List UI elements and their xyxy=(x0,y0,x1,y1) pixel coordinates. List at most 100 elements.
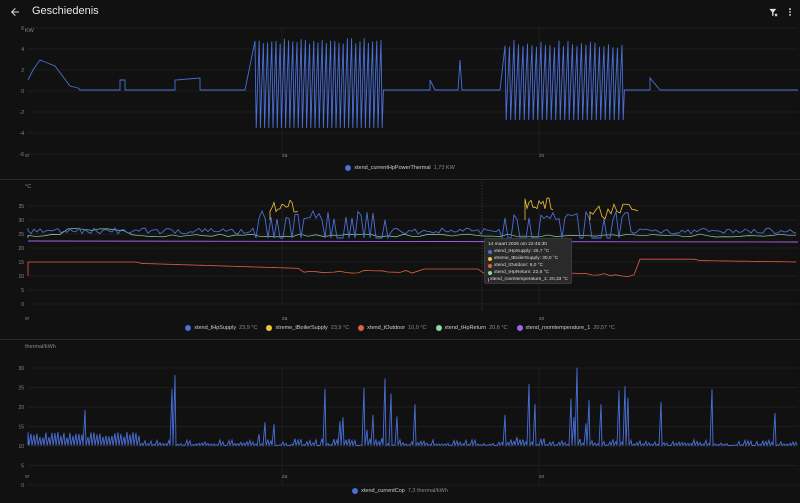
y-tick-label: 35 xyxy=(18,204,24,210)
legend-chart2: xtend_tHpSupply 23,9 °C xtreme_tBoilerSup… xyxy=(0,323,800,333)
legend-name: xtend_tHpReturn xyxy=(444,325,487,331)
series-line-hpreturn xyxy=(27,228,797,238)
legend-dot xyxy=(266,325,273,331)
tooltip-label: xtend_tOutdoor: 6,0 °C xyxy=(494,263,544,268)
tooltip-row: xtreme_tBoilerSupply: 30,0 °C xyxy=(488,255,568,262)
legend-name: xtreme_tBoilerSupply xyxy=(275,325,328,331)
divider xyxy=(0,179,800,180)
tooltip-row: xtend_tHpSupply: 25,7 °C xyxy=(488,248,568,255)
series-line-power xyxy=(27,38,798,129)
chart-card-cop: thermal/kWh 30 25 20 15 10 5 0 vr za zo xyxy=(0,340,800,489)
y-tick-label: -6 xyxy=(20,152,25,158)
x-tick-vr: vr xyxy=(25,153,30,159)
chart-tooltip: 14 maart 2026 om 22:45:30 xtend_tHpSuppl… xyxy=(484,238,572,284)
x-tick-zo: zo xyxy=(539,316,545,322)
legend-dot xyxy=(358,325,365,331)
legend-item[interactable]: xtend_currentCop 7,3 thermal/kWh xyxy=(352,488,448,494)
y-tick-label: -2 xyxy=(20,110,25,116)
legend-item[interactable]: xtend_tOutdoor 10,0 °C xyxy=(358,325,427,331)
chart-card-temperatures: °C 35 30 25 20 15 10 5 0 vr za zo xyxy=(0,180,800,340)
y-unit-label: thermal/kWh xyxy=(25,344,56,350)
legend-item[interactable]: xtend_currentHpPowerThermal 1,73 KW xyxy=(345,165,455,171)
y-tick-label: 30 xyxy=(18,218,24,224)
filter-remove-button[interactable] xyxy=(764,3,782,21)
legend-dot xyxy=(185,325,192,331)
y-tick-label: 15 xyxy=(18,424,24,430)
legend-name: xtend_currentCop xyxy=(361,488,405,494)
tooltip-row: xtend_tOutdoor: 6,0 °C xyxy=(488,262,568,269)
legend-value: 1,73 KW xyxy=(433,165,455,171)
legend-value: 23,9 °C xyxy=(330,325,350,331)
arrow-left-icon xyxy=(11,8,19,16)
cop-chart[interactable]: thermal/kWh 30 25 20 15 10 5 0 vr za zo xyxy=(0,340,800,489)
legend-value: 20,57 °C xyxy=(593,325,615,331)
x-tick-za: za xyxy=(282,316,288,322)
legend-item[interactable]: xtreme_tBoilerSupply 23,9 °C xyxy=(266,325,349,331)
y-tick-label: 4 xyxy=(21,47,24,53)
y-unit-label: KW xyxy=(25,28,35,34)
y-tick-label: 10 xyxy=(18,274,24,280)
tooltip-label: xtend_roomtemperature_1: 20,33 °C xyxy=(490,277,568,282)
y-tick-label: 0 xyxy=(21,89,24,95)
legend-dot xyxy=(435,325,442,331)
series-line-roomtemp xyxy=(27,240,799,243)
legend-dot xyxy=(345,165,352,171)
y-tick-label: 5 xyxy=(21,463,24,469)
chart-card-power-thermal: KW 6 4 2 0 -2 -4 -6 vr za zo xyxy=(0,24,800,178)
overflow-menu-button[interactable] xyxy=(782,3,798,21)
y-tick-label: 25 xyxy=(18,385,24,391)
legend-dot xyxy=(516,325,523,331)
app-header: Geschiedenis xyxy=(0,0,800,24)
x-tick-zo: zo xyxy=(539,153,545,159)
y-tick-label: 15 xyxy=(18,260,24,266)
tooltip-dot xyxy=(488,263,492,268)
y-tick-label: -4 xyxy=(20,131,25,137)
filter-remove-icon xyxy=(768,8,777,16)
tooltip-dot xyxy=(488,270,492,275)
y-unit-label: °C xyxy=(25,184,31,190)
legend-value: 20,6 °C xyxy=(489,325,508,331)
x-tick-za: za xyxy=(282,153,288,159)
y-tick-label: 0 xyxy=(21,302,24,308)
page-title: Geschiedenis xyxy=(32,5,99,17)
y-tick-label: 10 xyxy=(18,444,24,450)
legend-name: xtend_currentHpPowerThermal xyxy=(354,165,431,171)
legend-name: xtend_tOutdoor xyxy=(367,325,406,331)
legend-name: xtend_roomtemperature_1 xyxy=(525,325,591,331)
y-tick-label: 6 xyxy=(21,26,24,32)
x-tick-vr: vr xyxy=(25,474,30,480)
legend-dot xyxy=(352,488,359,494)
legend-chart1: xtend_currentHpPowerThermal 1,73 KW xyxy=(0,163,800,173)
tooltip-dot xyxy=(488,256,492,261)
y-tick-label: 20 xyxy=(18,246,24,252)
legend-name: xtend_tHpSupply xyxy=(194,325,237,331)
tooltip-label: xtend_tHpReturn: 22,6 °C xyxy=(494,270,549,275)
legend-item[interactable]: xtend_tHpReturn 20,6 °C xyxy=(435,325,508,331)
legend-value: 10,0 °C xyxy=(408,325,427,331)
temperature-chart[interactable]: °C 35 30 25 20 15 10 5 0 vr za zo xyxy=(0,180,800,340)
tooltip-row: xtend_tHpReturn: 22,6 °C xyxy=(488,269,568,276)
x-tick-za: za xyxy=(282,474,288,480)
y-tick-label: 0 xyxy=(21,483,24,488)
legend-chart3: xtend_currentCop 7,3 thermal/kWh xyxy=(0,486,800,496)
y-tick-label: 25 xyxy=(18,232,24,238)
series-line-outdoor xyxy=(27,258,797,278)
tooltip-title: 14 maart 2026 om 22:45:30 xyxy=(488,242,547,247)
legend-item[interactable]: xtend_roomtemperature_1 20,57 °C xyxy=(516,325,615,331)
tooltip-label: xtend_tHpSupply: 25,7 °C xyxy=(494,249,550,254)
legend-value: 7,3 thermal/kWh xyxy=(407,488,448,494)
y-tick-label: 20 xyxy=(18,405,24,411)
y-tick-label: 5 xyxy=(21,288,24,294)
x-tick-vr: vr xyxy=(25,316,30,322)
back-button[interactable] xyxy=(6,3,24,21)
divider xyxy=(0,339,800,340)
tooltip-row: xtend_roomtemperature_1: 20,33 °C xyxy=(488,276,568,283)
y-tick-label: 2 xyxy=(21,68,24,74)
y-tick-label: 30 xyxy=(18,366,24,372)
tooltip-label: xtreme_tBoilerSupply: 30,0 °C xyxy=(494,256,559,261)
legend-value: 23,9 °C xyxy=(239,325,258,331)
power-chart[interactable]: KW 6 4 2 0 -2 -4 -6 vr za zo xyxy=(0,24,800,178)
series-line-cop xyxy=(27,367,798,448)
x-tick-zo: zo xyxy=(539,474,545,480)
legend-item[interactable]: xtend_tHpSupply 23,9 °C xyxy=(185,325,257,331)
